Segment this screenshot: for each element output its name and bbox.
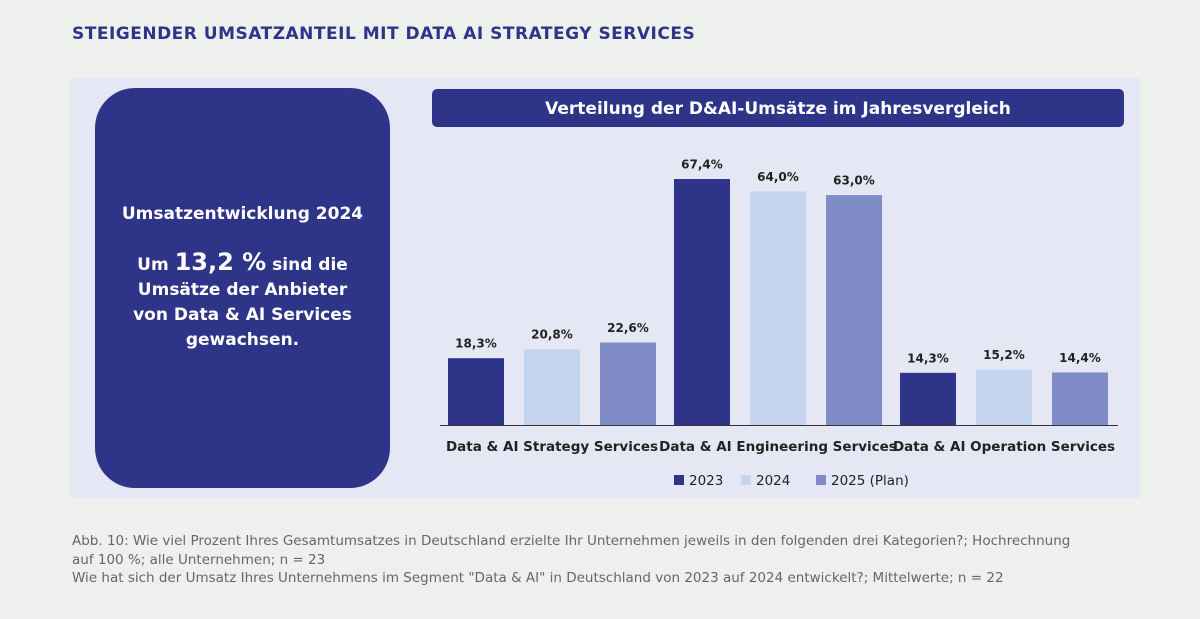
value-label: 67,4%	[681, 158, 723, 172]
value-label: 15,2%	[983, 348, 1025, 362]
page-title: STEIGENDER UMSATZANTEIL MIT DATA AI STRA…	[72, 24, 696, 44]
value-label: 63,0%	[833, 174, 875, 188]
legend-label: 2024	[756, 473, 790, 489]
x-tick-label: Data & AI Engineering Services	[659, 439, 897, 455]
bar	[976, 369, 1032, 425]
kpi-text: Um 13,2 % sind die Umsätze der Anbieter …	[119, 250, 366, 353]
value-label: 14,3%	[907, 351, 949, 365]
x-tick-label: Data & AI Strategy Services	[446, 439, 658, 455]
kpi-rest: sind die Umsätze der Anbieter von Data &…	[133, 255, 352, 350]
chart-title-bar	[432, 89, 1124, 127]
value-label: 20,8%	[531, 328, 573, 342]
value-label: 22,6%	[607, 321, 649, 335]
legend-label: 2025 (Plan)	[831, 473, 909, 489]
value-label: 64,0%	[757, 170, 799, 184]
chart-title: Verteilung der D&AI-Umsätze im Jahresver…	[545, 99, 1011, 119]
bar	[750, 191, 806, 425]
bar	[826, 195, 882, 425]
kpi-prefix: Um	[137, 255, 169, 275]
kpi-box: Umsatzentwicklung 2024 Um 13,2 % sind di…	[95, 88, 390, 488]
bar	[1052, 372, 1108, 425]
footnote: Abb. 10: Wie viel Prozent Ihres Gesamtum…	[72, 532, 1072, 588]
kpi-heading: Umsatzentwicklung 2024	[121, 204, 364, 224]
legend-label: 2023	[689, 473, 723, 489]
bar	[448, 358, 504, 425]
bar	[600, 342, 656, 425]
footnote-line: Abb. 10: Wie viel Prozent Ihres Gesamtum…	[72, 533, 1071, 568]
legend-swatch	[674, 475, 684, 485]
legend-swatch	[816, 475, 826, 485]
x-tick-label: Data & AI Operation Services	[893, 439, 1115, 455]
footnote-line: Wie hat sich der Umsatz Ihres Unternehme…	[72, 570, 1004, 586]
legend-swatch	[741, 475, 751, 485]
bar	[524, 349, 580, 425]
value-label: 14,4%	[1059, 351, 1101, 365]
bar	[900, 372, 956, 425]
kpi-figure: 13,2 %	[174, 248, 267, 276]
value-label: 18,3%	[455, 337, 497, 351]
bar	[674, 179, 730, 425]
